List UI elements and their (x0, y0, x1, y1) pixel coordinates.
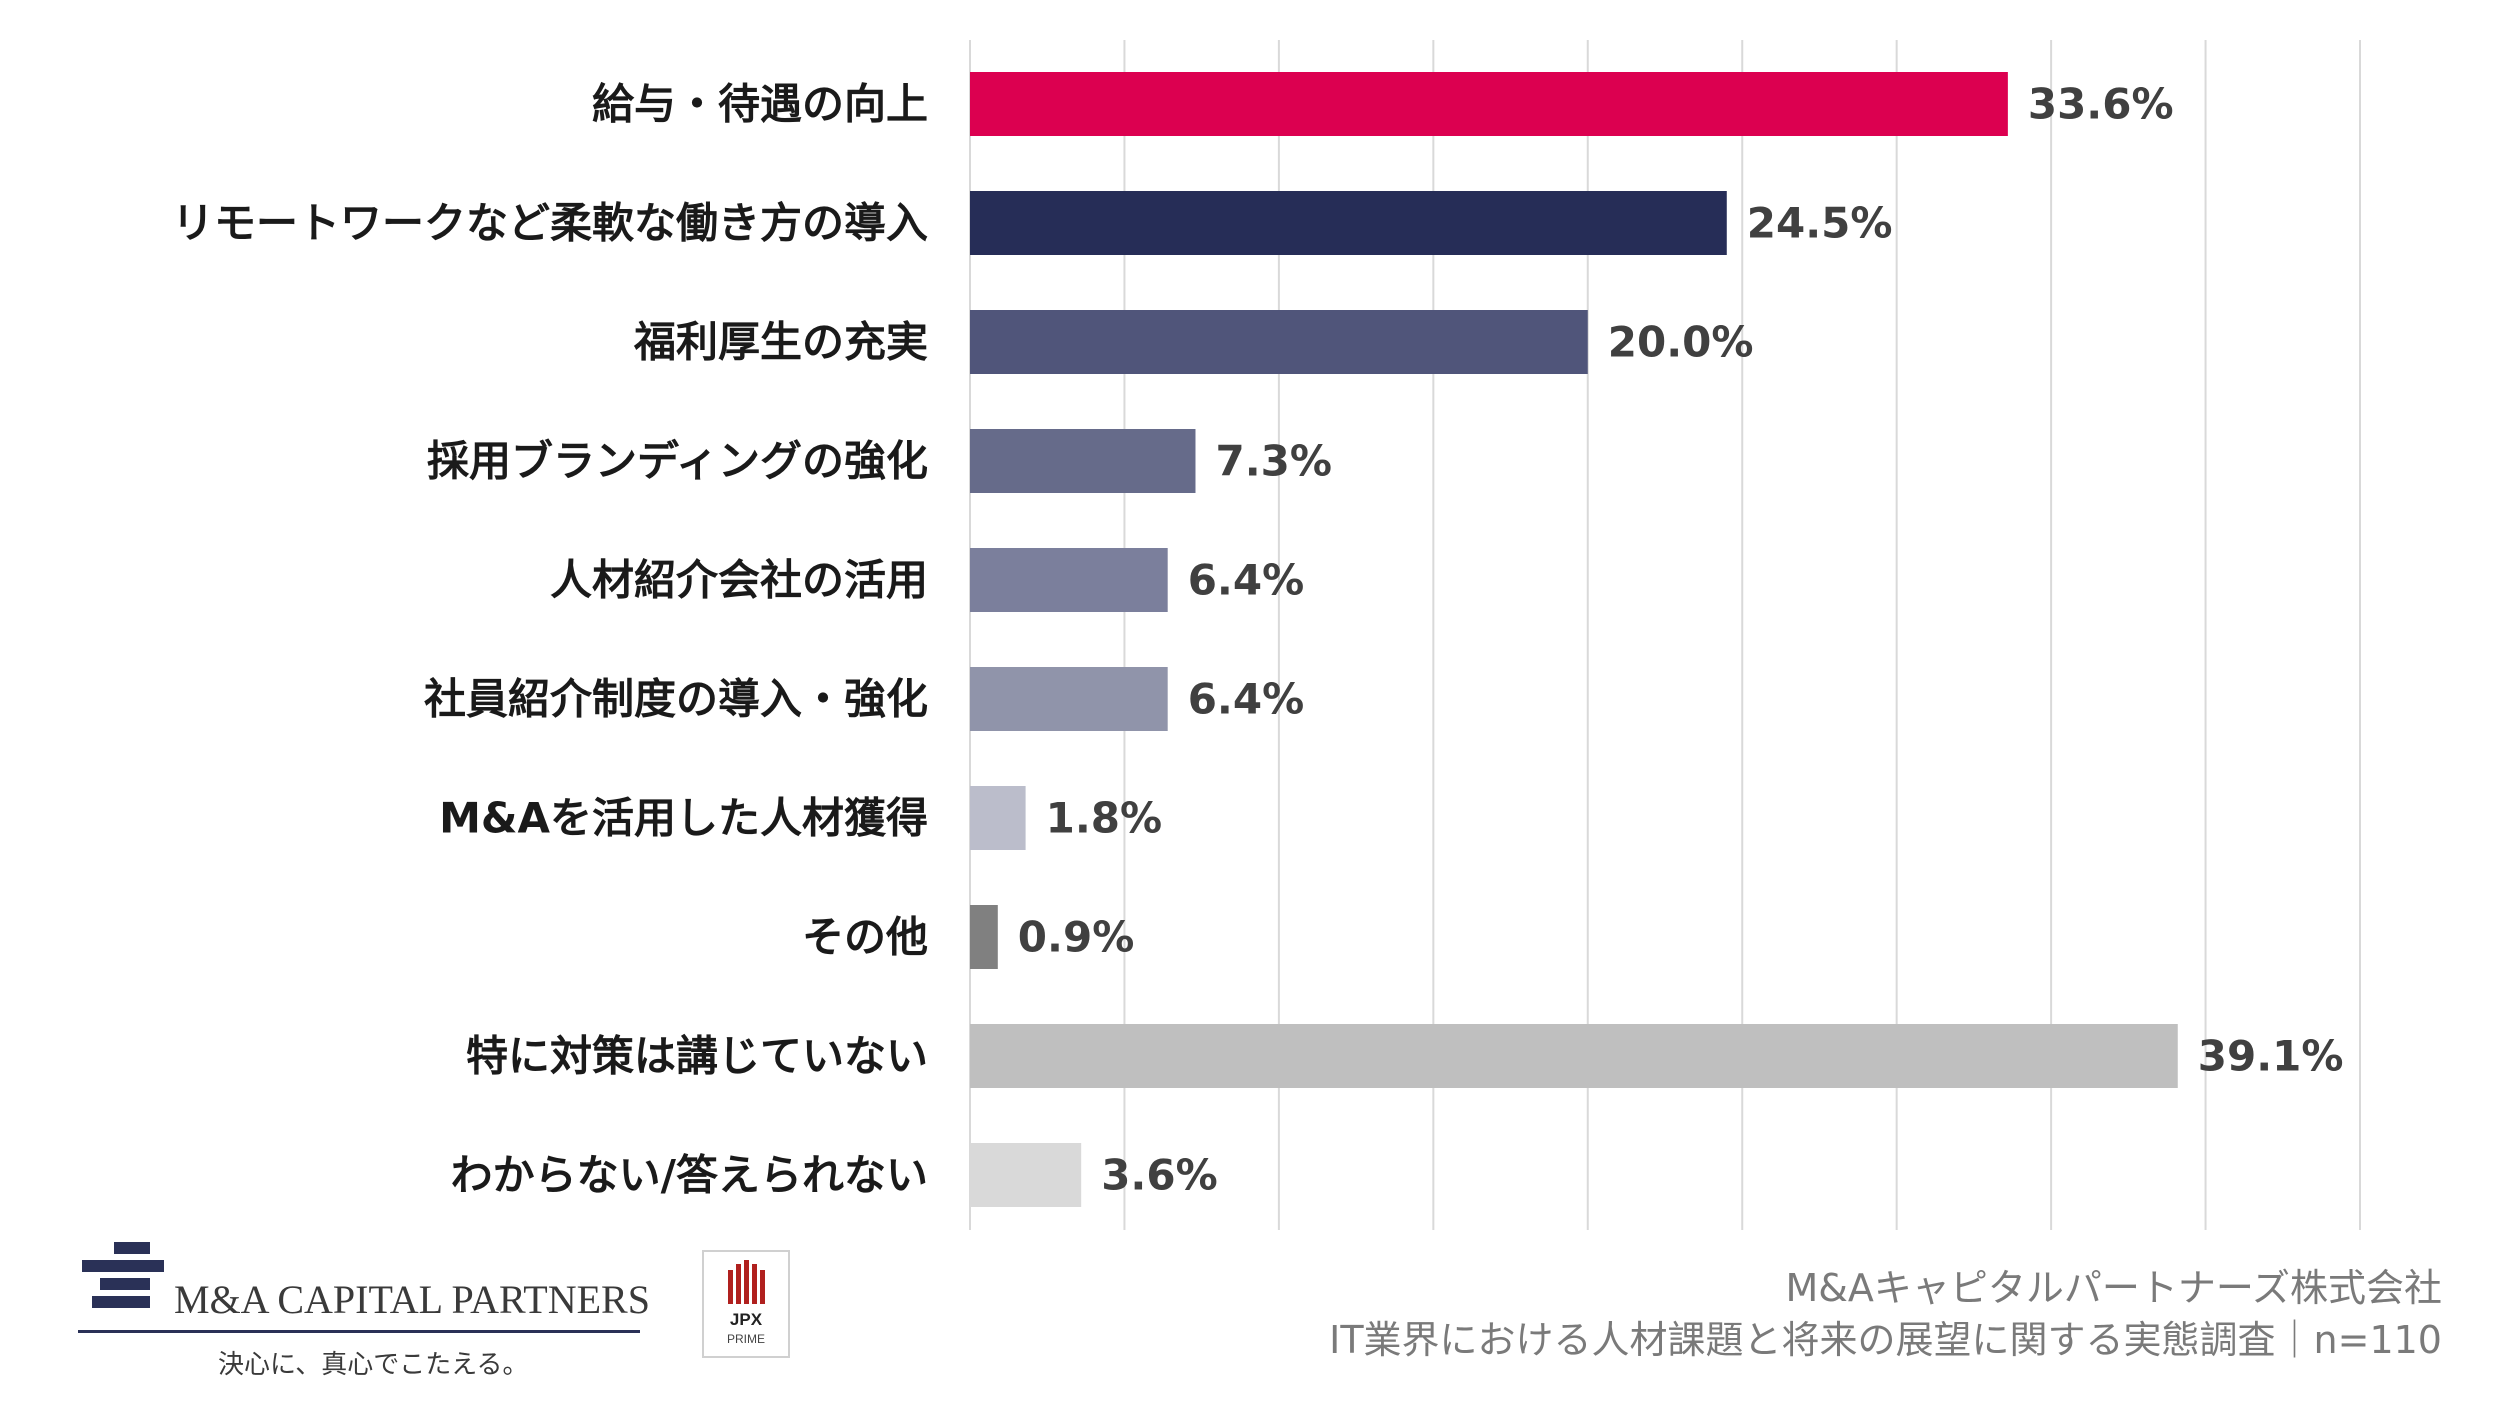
category-label: その他 (802, 913, 928, 962)
data-label: 0.9% (1018, 913, 1134, 962)
source-survey: IT業界における人材課題と将来の展望に関する実態調査｜n=110 (1329, 1318, 2442, 1362)
logo-mark-icon (82, 1242, 164, 1308)
jpx-label: JPX (729, 1310, 763, 1329)
category-label: M&Aを活用した人材獲得 (439, 794, 928, 843)
data-label: 6.4% (1188, 556, 1304, 605)
jpx-sub-label: PRIME (726, 1332, 765, 1346)
jpx-mark-icon (728, 1260, 765, 1304)
bar (970, 667, 1168, 731)
data-label: 7.3% (1215, 437, 1331, 486)
category-label: リモートワークなど柔軟な働き方の導入 (172, 199, 928, 248)
source-note: M&Aキャピタルパートナーズ株式会社 IT業界における人材課題と将来の展望に関す… (1329, 1262, 2442, 1366)
data-label: 6.4% (1188, 675, 1304, 724)
bar (970, 1024, 2178, 1088)
data-label: 24.5% (1747, 199, 1893, 248)
category-label: わからない/答えられない (451, 1151, 928, 1200)
category-label: 福利厚生の充実 (633, 318, 928, 367)
bar (970, 905, 998, 969)
category-label: 採用ブランディングの強化 (427, 437, 928, 486)
value-labels: 33.6% 24.5% 20.0% 7.3% 6.4% 6.4% 1.8% 0.9% 39.1%… (1018, 80, 2344, 1200)
data-label: 39.1% (2198, 1032, 2344, 1081)
company-logo: M&A CAPITAL PARTNERS 決心に、真心でこたえる。 (78, 1238, 650, 1379)
bar (970, 310, 1588, 374)
bars (970, 72, 2178, 1207)
bar (970, 191, 1727, 255)
data-label: 20.0% (1608, 318, 1754, 367)
logo-tagline: 決心に、真心でこたえる。 (218, 1350, 529, 1379)
bar (970, 786, 1026, 850)
data-label: 1.8% (1046, 794, 1162, 843)
jpx-prime-badge: JPX PRIME (702, 1250, 790, 1358)
bar (970, 429, 1196, 493)
category-label: 特に対策は講じていない (466, 1032, 928, 1081)
logo-name: M&A CAPITAL PARTNERS (174, 1277, 650, 1322)
data-label: 3.6% (1101, 1151, 1217, 1200)
source-company: M&Aキャピタルパートナーズ株式会社 (1785, 1266, 2442, 1310)
category-label: 人材紹介会社の活用 (550, 556, 928, 605)
bar (970, 72, 2008, 136)
category-labels: 給与・待遇の向上リモートワークなど柔軟な働き方の導入福利厚生の充実採用ブランディ… (172, 80, 928, 1200)
category-label: 社員紹介制度の導入・強化 (424, 675, 928, 724)
logo-divider (78, 1330, 640, 1333)
category-label: 給与・待遇の向上 (592, 80, 928, 129)
bar (970, 1143, 1082, 1207)
bar (970, 548, 1168, 612)
data-label: 33.6% (2028, 80, 2174, 129)
